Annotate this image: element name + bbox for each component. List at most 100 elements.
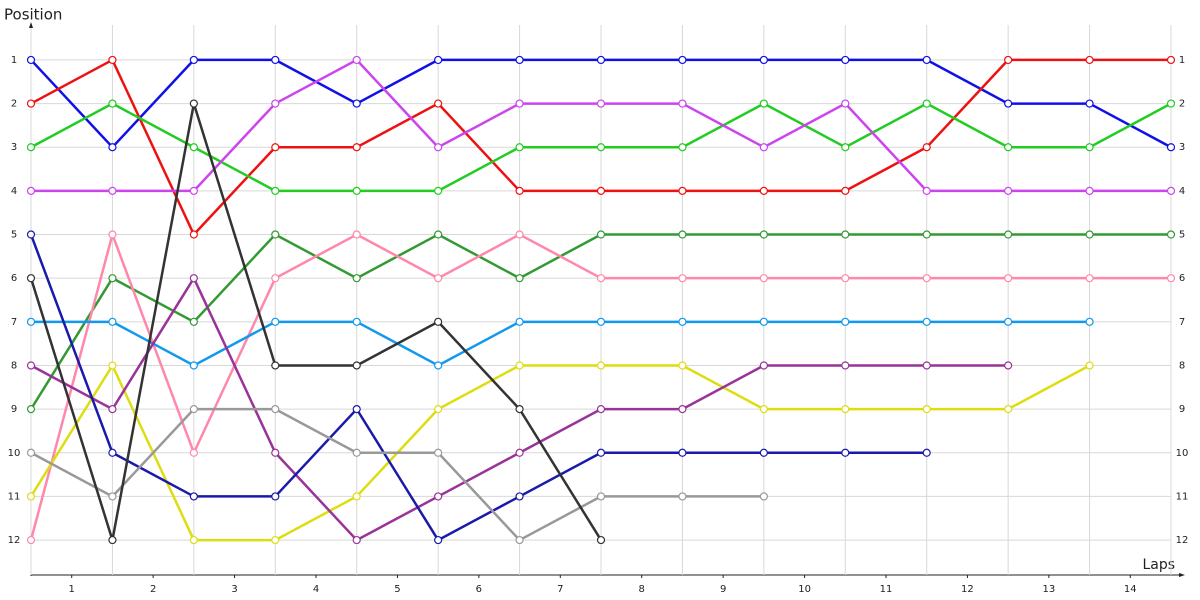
point [841, 230, 850, 239]
point [189, 535, 198, 545]
point [1004, 186, 1013, 195]
point [678, 230, 687, 239]
point [271, 143, 280, 152]
point [596, 186, 606, 195]
point [759, 317, 768, 326]
point [922, 55, 931, 65]
point [26, 99, 36, 108]
point [515, 448, 524, 457]
point [922, 317, 931, 326]
y-tick-label-right: 1 [1179, 55, 1185, 66]
point [678, 405, 687, 414]
point [1004, 274, 1013, 283]
point [1166, 99, 1176, 108]
y-tick-label: 4 [11, 186, 17, 197]
point [108, 99, 117, 108]
point [1004, 99, 1013, 108]
series-line [29, 362, 1091, 542]
point [189, 230, 198, 239]
y-tick-label-right: 4 [1179, 186, 1185, 197]
point [26, 317, 36, 326]
y-tick-label: 6 [11, 273, 17, 284]
point [678, 317, 687, 326]
point [108, 405, 117, 414]
point [759, 55, 768, 65]
point [1085, 361, 1094, 370]
point [922, 186, 931, 195]
point [108, 186, 117, 195]
point [596, 317, 606, 326]
point [108, 448, 117, 457]
point [352, 361, 361, 370]
x-tick-label: 11 [880, 584, 893, 595]
y-tick-label-right: 12 [1176, 535, 1189, 546]
y-tick-label: 7 [11, 317, 17, 328]
point [108, 535, 117, 545]
point [189, 55, 198, 65]
x-axis-title: Laps [1142, 557, 1175, 573]
series-line [31, 320, 1090, 367]
point [678, 492, 687, 501]
point [434, 535, 443, 545]
point [434, 274, 443, 283]
point [922, 274, 931, 283]
point [515, 535, 524, 545]
x-tick-label: 6 [476, 584, 482, 595]
point [26, 143, 36, 152]
series-line [29, 103, 603, 541]
y-tick-label: 10 [8, 448, 21, 459]
point [26, 186, 36, 195]
point [515, 361, 524, 370]
point [759, 405, 768, 414]
point [352, 492, 361, 501]
point [678, 274, 687, 283]
point [759, 492, 768, 501]
point [678, 99, 687, 108]
point [596, 448, 606, 457]
point [352, 143, 361, 152]
point [189, 405, 198, 414]
point [434, 448, 443, 457]
point [26, 448, 36, 457]
x-tick-label: 4 [313, 584, 319, 595]
point [1004, 361, 1013, 370]
point [678, 448, 687, 457]
point [271, 361, 280, 370]
y-tick-label-right: 10 [1176, 448, 1189, 459]
x-tick-label: 9 [720, 584, 726, 595]
point [189, 143, 198, 152]
point [108, 317, 117, 326]
point [26, 492, 36, 501]
point [26, 274, 36, 283]
point [352, 186, 361, 195]
point [841, 405, 850, 414]
point [189, 186, 198, 195]
x-tick-label: 5 [394, 584, 400, 595]
point [1166, 55, 1176, 65]
point [841, 448, 850, 457]
series-line [30, 407, 764, 542]
point [841, 361, 850, 370]
point [596, 274, 606, 283]
point [1085, 230, 1094, 239]
point [1004, 405, 1013, 414]
point [678, 186, 687, 195]
point [434, 143, 443, 152]
point [922, 361, 931, 370]
point [515, 230, 524, 239]
point [271, 55, 280, 65]
point [271, 535, 280, 545]
y-tick-label-right: 8 [1179, 360, 1185, 371]
point [1166, 230, 1176, 239]
point [1085, 55, 1094, 65]
point [271, 317, 280, 326]
point [515, 492, 524, 501]
point [1004, 143, 1013, 152]
point [108, 361, 117, 370]
point [26, 55, 36, 65]
point [515, 186, 524, 195]
point [352, 274, 361, 283]
y-tick-label-right: 5 [1179, 230, 1185, 241]
point [759, 448, 768, 457]
